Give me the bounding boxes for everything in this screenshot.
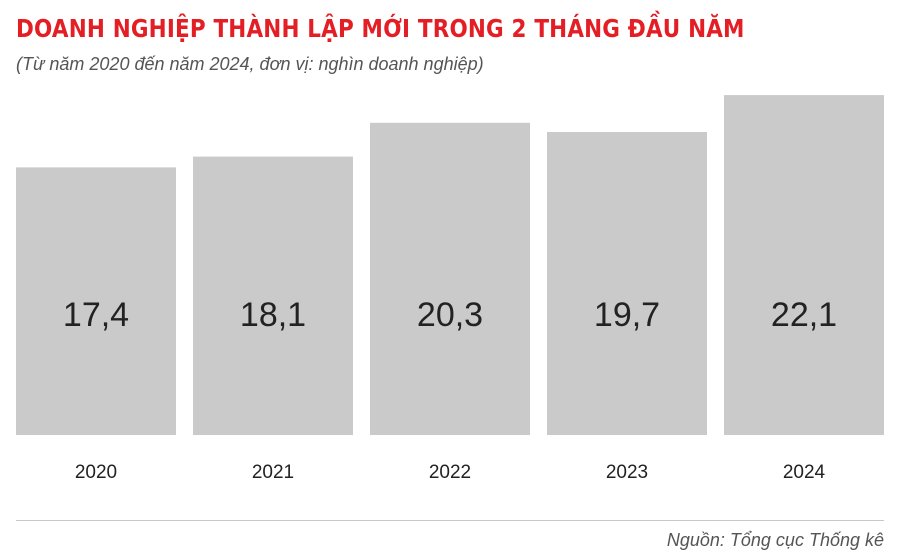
year-label-2023: 2023 [606,462,648,483]
year-label-2021: 2021 [252,462,294,483]
year-label-2022: 2022 [429,462,471,483]
value-label-2022: 20,3 [417,296,483,334]
year-labels-layer: 2020 2021 2022 2023 2024 [75,462,826,483]
value-labels-layer: 17,4 18,1 20,3 19,7 22,1 [63,296,837,334]
bar-2020 [16,167,176,435]
value-label-2023: 19,7 [594,296,660,334]
value-label-2020: 17,4 [63,296,129,334]
value-label-2024: 22,1 [771,296,837,334]
value-label-2021: 18,1 [240,296,306,334]
bar-2022 [370,122,530,435]
year-label-2020: 2020 [75,462,117,483]
footer-divider [16,520,884,521]
bar-chart: 17,4 18,1 20,3 19,7 22,1 2020 2021 2022 2023 202… [16,95,884,483]
source-note: Nguồn: Tổng cục Thống kê [666,530,884,550]
bar-2023 [547,132,707,435]
year-label-2024: 2024 [783,462,826,483]
bar-2021 [193,156,353,435]
chart-title: DOANH NGHIỆP THÀNH LẬP MỚI TRONG 2 THÁNG… [16,14,745,43]
chart-subtitle: (Từ năm 2020 đến năm 2024, đơn vị: nghìn… [16,54,484,74]
bar-2024 [724,95,884,436]
bars-layer [16,95,884,436]
